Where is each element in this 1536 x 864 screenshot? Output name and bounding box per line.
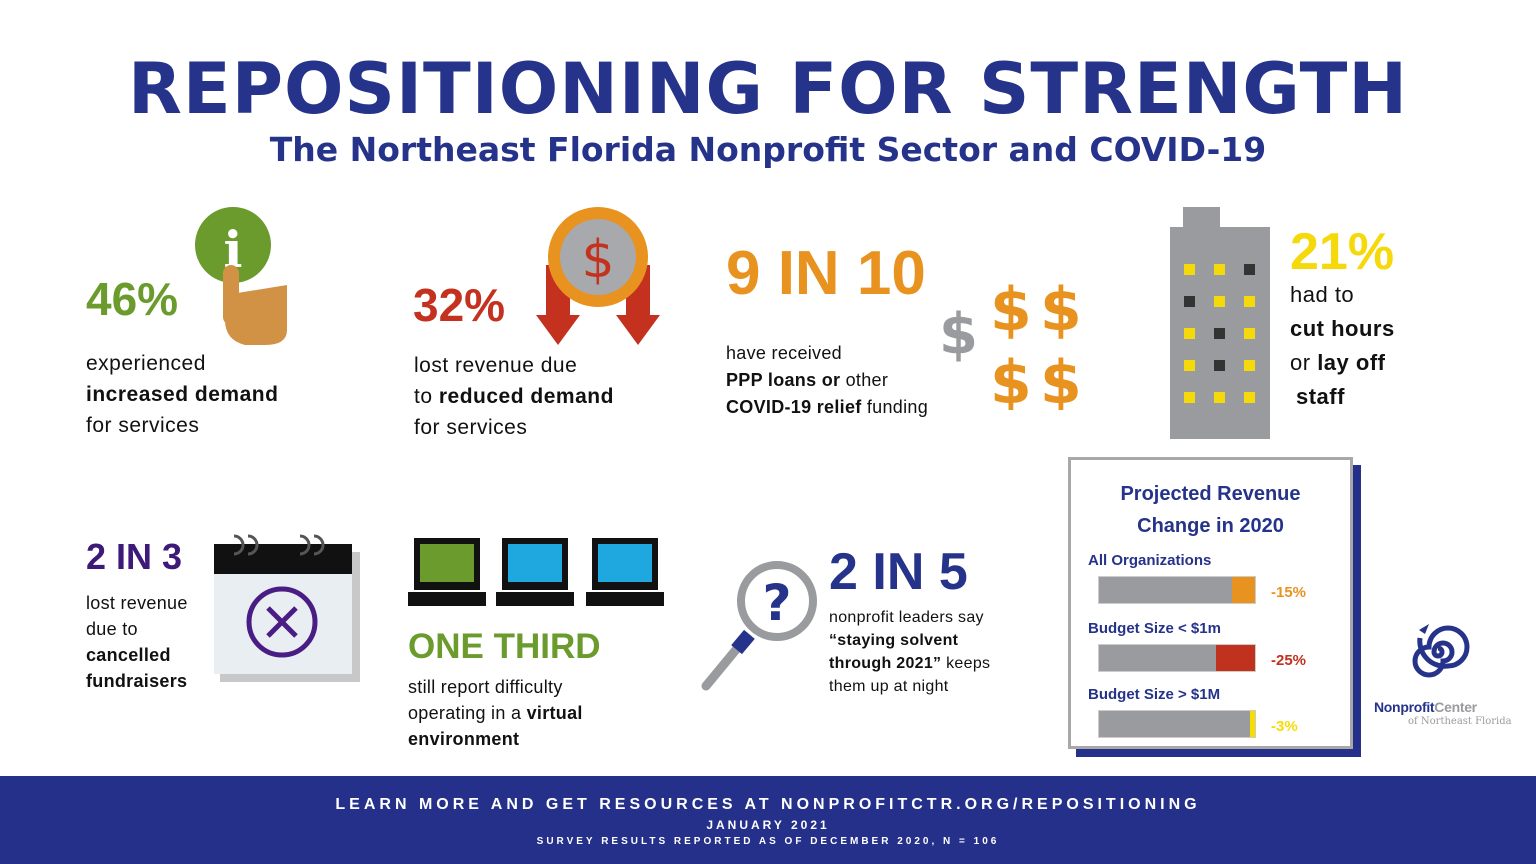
svg-text:$: $ xyxy=(581,230,614,290)
svg-text:?: ? xyxy=(762,574,791,632)
dollar-signs-icon: $ $ $ $ $ xyxy=(939,275,1082,410)
chart-value-label: -15% xyxy=(1271,584,1307,601)
footer-survey-note: SURVEY RESULTS REPORTED AS OF DECEMBER 2… xyxy=(536,836,1000,847)
chart-category-label: Budget Size < $1m xyxy=(1088,620,1221,637)
chart-bar-track xyxy=(1098,710,1256,738)
chart-bar xyxy=(1231,577,1255,603)
page-subtitle: The Northeast Florida Nonprofit Sector a… xyxy=(269,130,1267,169)
footer-link-text[interactable]: LEARN MORE AND GET RESOURCES AT NONPROFI… xyxy=(335,796,1201,813)
stat-46-value: 46% xyxy=(86,273,179,325)
stat-2in5-value: 2 IN 5 xyxy=(829,543,968,601)
svg-text:$: $ xyxy=(1040,348,1082,410)
chart-bar xyxy=(1216,645,1255,671)
chart-title: Projected Revenue Change in 2020 xyxy=(1120,483,1301,537)
chart-category-label: All Organizations xyxy=(1088,552,1212,569)
stat-one-third-text: still report difficulty operating in a v… xyxy=(408,677,583,749)
stat-21-value: 21% xyxy=(1290,223,1395,281)
calendar-cancel-icon xyxy=(214,534,360,682)
office-building-icon xyxy=(1170,207,1270,439)
logo-tagline: of Northeast Florida xyxy=(1408,716,1512,727)
chart-value-label: -3% xyxy=(1271,718,1298,735)
chart-bar xyxy=(1250,711,1255,737)
info-hand-icon: i xyxy=(195,207,287,345)
chart-bar-track xyxy=(1098,576,1256,604)
stat-21-text: had to cut hours or lay off staff xyxy=(1290,282,1395,409)
chart-category-label: Budget Size > $1M xyxy=(1088,686,1221,703)
stat-2in3-text: lost revenue due to cancelled fundraiser… xyxy=(86,593,188,691)
svg-text:$: $ xyxy=(990,348,1032,410)
stat-2in3-value: 2 IN 3 xyxy=(86,536,183,577)
stat-32-text: lost revenue due to reduced demand for s… xyxy=(414,354,614,439)
stat-9in10-text: have received PPP loans or other COVID-1… xyxy=(726,343,929,417)
chart-value-label: -25% xyxy=(1271,652,1307,669)
projected-revenue-chart: Projected Revenue Change in 2020 All Org… xyxy=(1068,457,1353,749)
page-title: REPOSITIONING FOR STRENGTH xyxy=(128,48,1408,130)
stat-9in10-value: 9 IN 10 xyxy=(726,239,926,308)
chart-bar-track xyxy=(1098,644,1256,672)
stat-32-value: 32% xyxy=(413,279,506,331)
logo-wordmark: NonprofitCenter xyxy=(1374,699,1477,715)
svg-text:$: $ xyxy=(1040,275,1082,345)
stat-one-third-value: ONE THIRD xyxy=(408,627,601,666)
dollar-coin-down-arrows-icon: $ xyxy=(536,207,660,345)
laptops-icon xyxy=(408,538,664,606)
svg-text:$: $ xyxy=(990,275,1032,345)
svg-text:$: $ xyxy=(939,302,978,367)
stat-2in5-text: nonprofit leaders say “staying solvent t… xyxy=(829,609,991,695)
svg-text:i: i xyxy=(224,220,243,279)
magnifier-question-icon: ? xyxy=(701,561,817,691)
stat-46-text: experienced increased demand for service… xyxy=(86,352,279,437)
nonprofit-center-logo-icon xyxy=(1412,624,1470,678)
footer-date: JANUARY 2021 xyxy=(706,818,830,832)
footer: LEARN MORE AND GET RESOURCES AT NONPROFI… xyxy=(0,776,1536,864)
